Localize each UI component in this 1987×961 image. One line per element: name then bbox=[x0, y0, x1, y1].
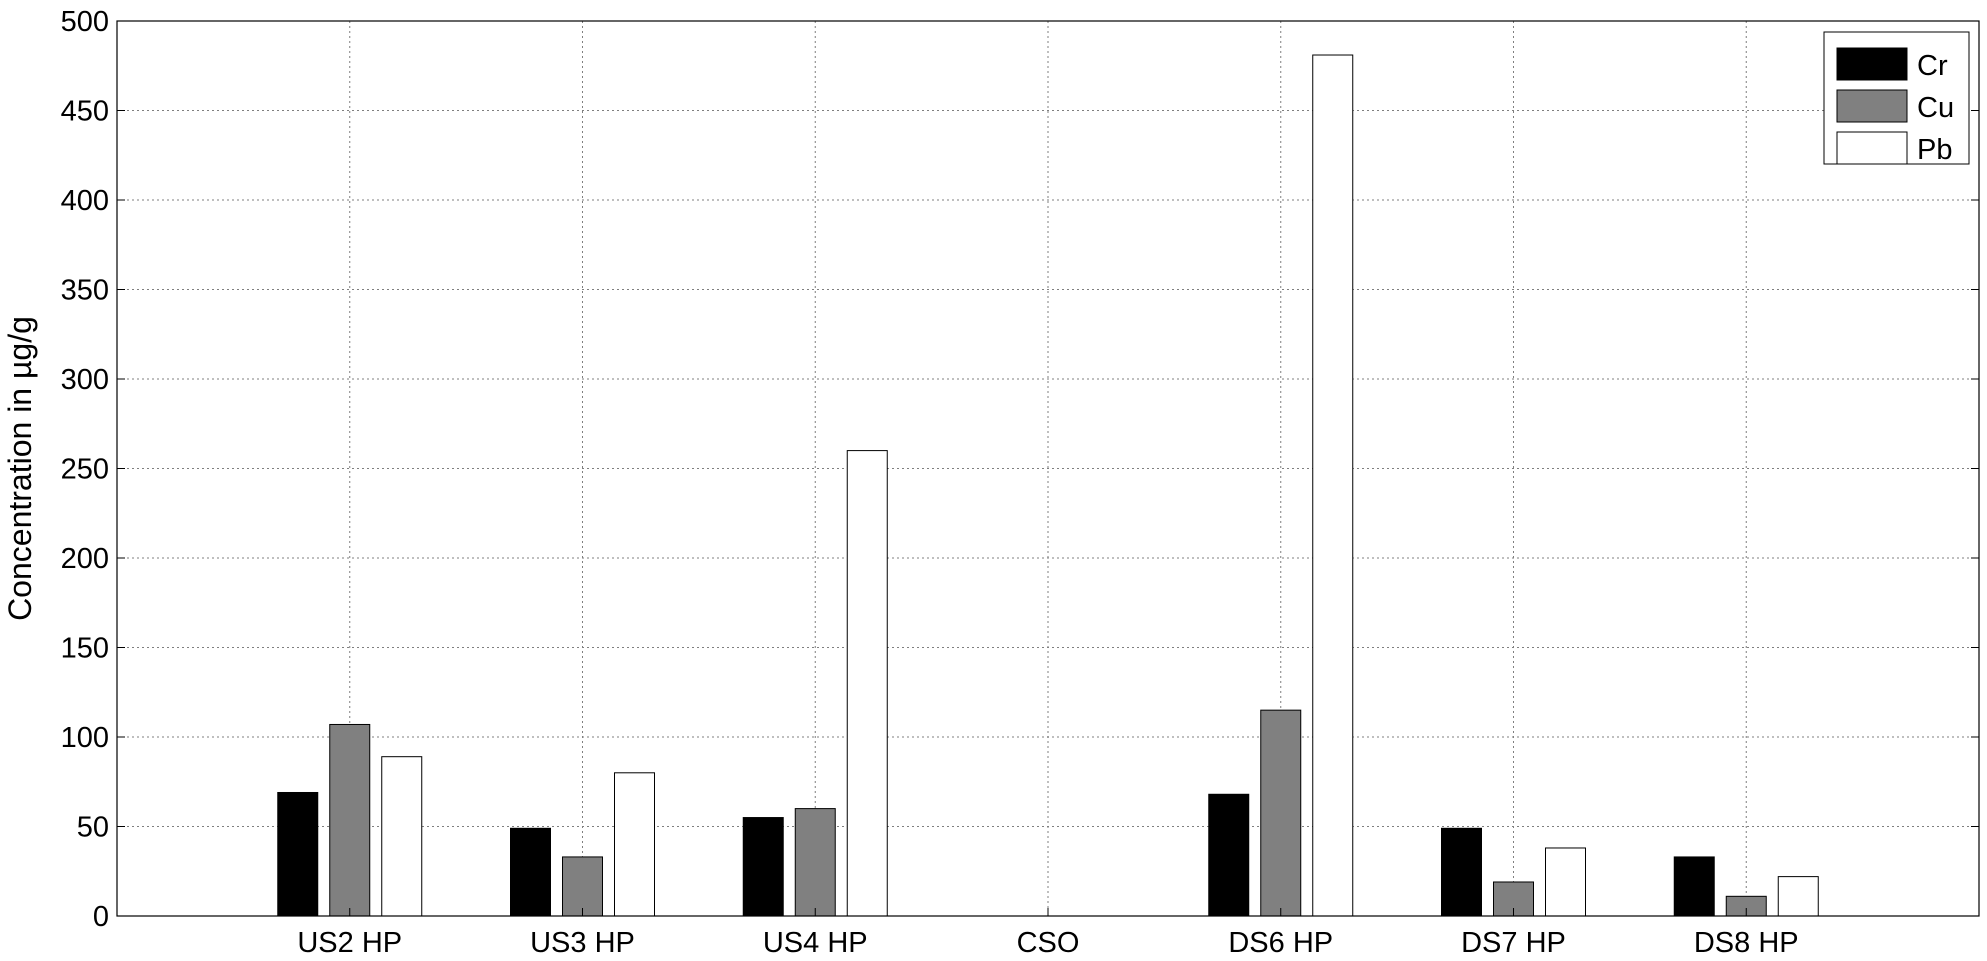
x-tick-label: DS6 HP bbox=[1228, 927, 1333, 956]
x-tick-label: US2 HP bbox=[297, 927, 402, 956]
x-tick-label: US4 HP bbox=[763, 927, 868, 956]
bar-pb-ds7-hp bbox=[1545, 847, 1586, 917]
bar-cr-us3-hp bbox=[510, 827, 551, 917]
y-tick-label: 50 bbox=[77, 812, 109, 844]
y-tick-label: 200 bbox=[61, 543, 109, 575]
bar-pb-ds6-hp bbox=[1312, 54, 1354, 917]
bar-pb-ds8-hp bbox=[1777, 876, 1819, 917]
y-tick-label: 150 bbox=[61, 633, 109, 665]
bar-cr-ds8-hp bbox=[1673, 856, 1715, 917]
legend-swatch-cu bbox=[1836, 89, 1908, 123]
y-tick-label: 250 bbox=[61, 454, 109, 486]
y-tick-label: 500 bbox=[61, 6, 109, 38]
y-tick-label: 450 bbox=[61, 96, 109, 128]
bar-pb-us3-hp bbox=[614, 772, 655, 917]
legend: Cr Cu Pb bbox=[1823, 31, 1970, 166]
bar-cr-us2-hp bbox=[277, 791, 319, 917]
x-axis-ticks: US2 HP US3 HP US4 HP CSO DS6 HP DS7 HP DS8 HP bbox=[297, 908, 1799, 959]
x-tick-label: DS7 HP bbox=[1461, 927, 1566, 956]
legend-label-cu: Cu bbox=[1917, 92, 1954, 124]
bar-cu-us4-hp bbox=[794, 808, 836, 917]
bar-cr-ds6-hp bbox=[1208, 793, 1250, 917]
bar-pb-us4-hp bbox=[846, 450, 888, 917]
bar-cu-us3-hp bbox=[562, 856, 603, 917]
x-tick-label: US3 HP bbox=[530, 927, 635, 956]
y-tick-label: 300 bbox=[61, 364, 109, 396]
bar-pb-us2-hp bbox=[381, 756, 423, 917]
legend-swatch-pb bbox=[1836, 131, 1908, 165]
bar-cu-ds6-hp bbox=[1260, 709, 1302, 917]
legend-label-pb: Pb bbox=[1917, 134, 1952, 166]
x-tick-label: DS8 HP bbox=[1694, 927, 1799, 956]
bar-cr-us4-hp bbox=[742, 817, 784, 917]
y-axis-ticks: 0 50 100 150 200 250 300 350 400 450 500 bbox=[61, 6, 1979, 933]
y-tick-label: 350 bbox=[61, 275, 109, 307]
x-tick-label: CSO bbox=[1017, 927, 1080, 956]
legend-label-cr: Cr bbox=[1917, 50, 1948, 82]
bar-cu-us2-hp bbox=[329, 723, 371, 917]
bar-cr-ds7-hp bbox=[1441, 827, 1482, 917]
y-tick-label: 0 bbox=[93, 901, 109, 933]
legend-swatch-cr bbox=[1836, 47, 1908, 81]
y-tick-label: 400 bbox=[61, 185, 109, 217]
y-axis-label: Concentration in µg/g bbox=[2, 316, 38, 621]
y-tick-label: 100 bbox=[61, 722, 109, 754]
bars bbox=[277, 54, 1819, 917]
